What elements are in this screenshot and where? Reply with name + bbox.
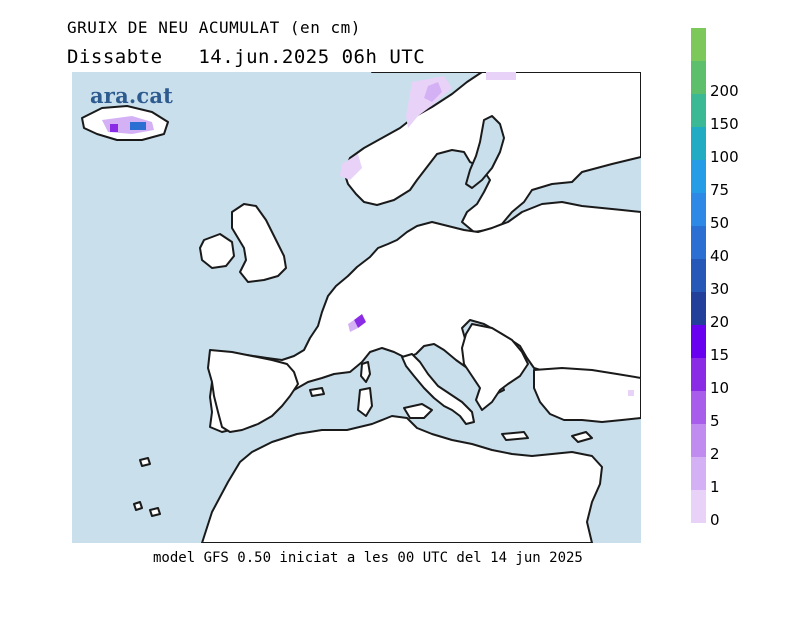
legend-label: 1	[710, 478, 720, 496]
balearics	[309, 387, 325, 397]
legend-swatch	[691, 424, 706, 457]
legend-label: 20	[710, 313, 730, 331]
legend-swatch	[691, 292, 706, 325]
legend-swatch	[691, 457, 706, 490]
legend-label: 0	[710, 511, 720, 529]
legend-label: 40	[710, 247, 730, 265]
corsica	[360, 361, 371, 383]
map-canvas	[81, 72, 641, 543]
ara-cat-logo: ara.cat	[90, 83, 174, 108]
snow-depth-map: ara.cat	[72, 72, 641, 543]
snow-iceland-spot	[110, 124, 118, 132]
legend-label: 10	[710, 379, 730, 397]
legend-swatch	[691, 358, 706, 391]
canary-1	[133, 501, 143, 511]
legend-swatch	[691, 259, 706, 292]
north-africa	[201, 415, 603, 543]
legend-swatch	[691, 28, 706, 61]
map-title: GRUIX DE NEU ACUMULAT (en cm)	[67, 18, 361, 37]
iberia	[207, 349, 299, 433]
legend-swatch	[691, 391, 706, 424]
legend-label: 100	[710, 148, 739, 166]
legend-label: 5	[710, 412, 720, 430]
legend-label: 75	[710, 181, 730, 199]
snow-alps-halo	[348, 320, 358, 332]
legend-label: 2	[710, 445, 720, 463]
snow-norway-2	[424, 82, 442, 102]
crete	[501, 431, 529, 441]
model-credit: model GFS 0.50 iniciat a les 00 UTC del …	[153, 550, 583, 566]
legend-label: 150	[710, 115, 739, 133]
legend-swatch	[691, 160, 706, 193]
legend-swatch	[691, 226, 706, 259]
cyprus	[571, 431, 593, 443]
legend-label: 15	[710, 346, 730, 364]
snow-alps	[354, 314, 366, 328]
legend-swatch	[691, 94, 706, 127]
great-britain	[231, 203, 287, 283]
legend-swatch	[691, 490, 706, 523]
gulf-of-bothnia	[465, 115, 505, 189]
snow-iceland-core	[130, 122, 146, 130]
snow-norway-3	[340, 154, 362, 180]
legend-label: 50	[710, 214, 730, 232]
legend-swatch	[691, 127, 706, 160]
legend-label: 30	[710, 280, 730, 298]
balkans	[461, 323, 529, 411]
legend-label: 200	[710, 82, 739, 100]
canary-2	[149, 507, 161, 517]
snow-ural	[486, 72, 516, 80]
sardinia	[357, 387, 373, 417]
sicily	[403, 403, 433, 419]
map-date: Dissabte 14.jun.2025 06h UTC	[67, 46, 426, 68]
ireland	[199, 233, 235, 269]
legend-swatch	[691, 61, 706, 94]
legend-swatch	[691, 325, 706, 358]
snow-turkey	[628, 390, 634, 396]
legend-swatch	[691, 193, 706, 226]
italy	[401, 353, 475, 425]
turkey	[533, 367, 641, 423]
madeira	[139, 457, 151, 467]
